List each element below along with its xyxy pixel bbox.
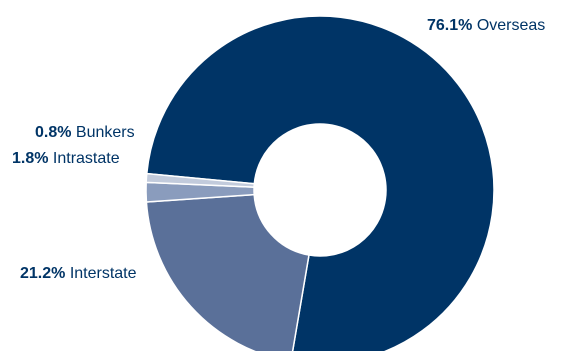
label-intrastate: 1.8% Intrastate xyxy=(12,150,120,167)
slices-layer xyxy=(145,15,495,351)
label-interstate-percent: 21.2% xyxy=(20,265,65,282)
label-bunkers: 0.8% Bunkers xyxy=(35,124,135,141)
labels-layer: 76.1% Overseas 21.2% Interstate 1.8% Intra… xyxy=(12,17,545,282)
label-interstate-name: Interstate xyxy=(65,265,136,282)
label-overseas-name: Overseas xyxy=(472,17,545,34)
label-overseas: 76.1% Overseas xyxy=(427,17,545,34)
slice-bunkers xyxy=(145,172,256,188)
label-bunkers-name: Bunkers xyxy=(71,124,134,141)
label-overseas-percent: 76.1% xyxy=(427,17,472,34)
label-intrastate-percent: 1.8% xyxy=(12,150,48,167)
label-intrastate-name: Intrastate xyxy=(48,150,119,167)
label-bunkers-percent: 0.8% xyxy=(35,124,71,141)
slice-overseas xyxy=(146,15,495,351)
slice-interstate xyxy=(145,193,310,351)
label-interstate: 21.2% Interstate xyxy=(20,265,137,282)
